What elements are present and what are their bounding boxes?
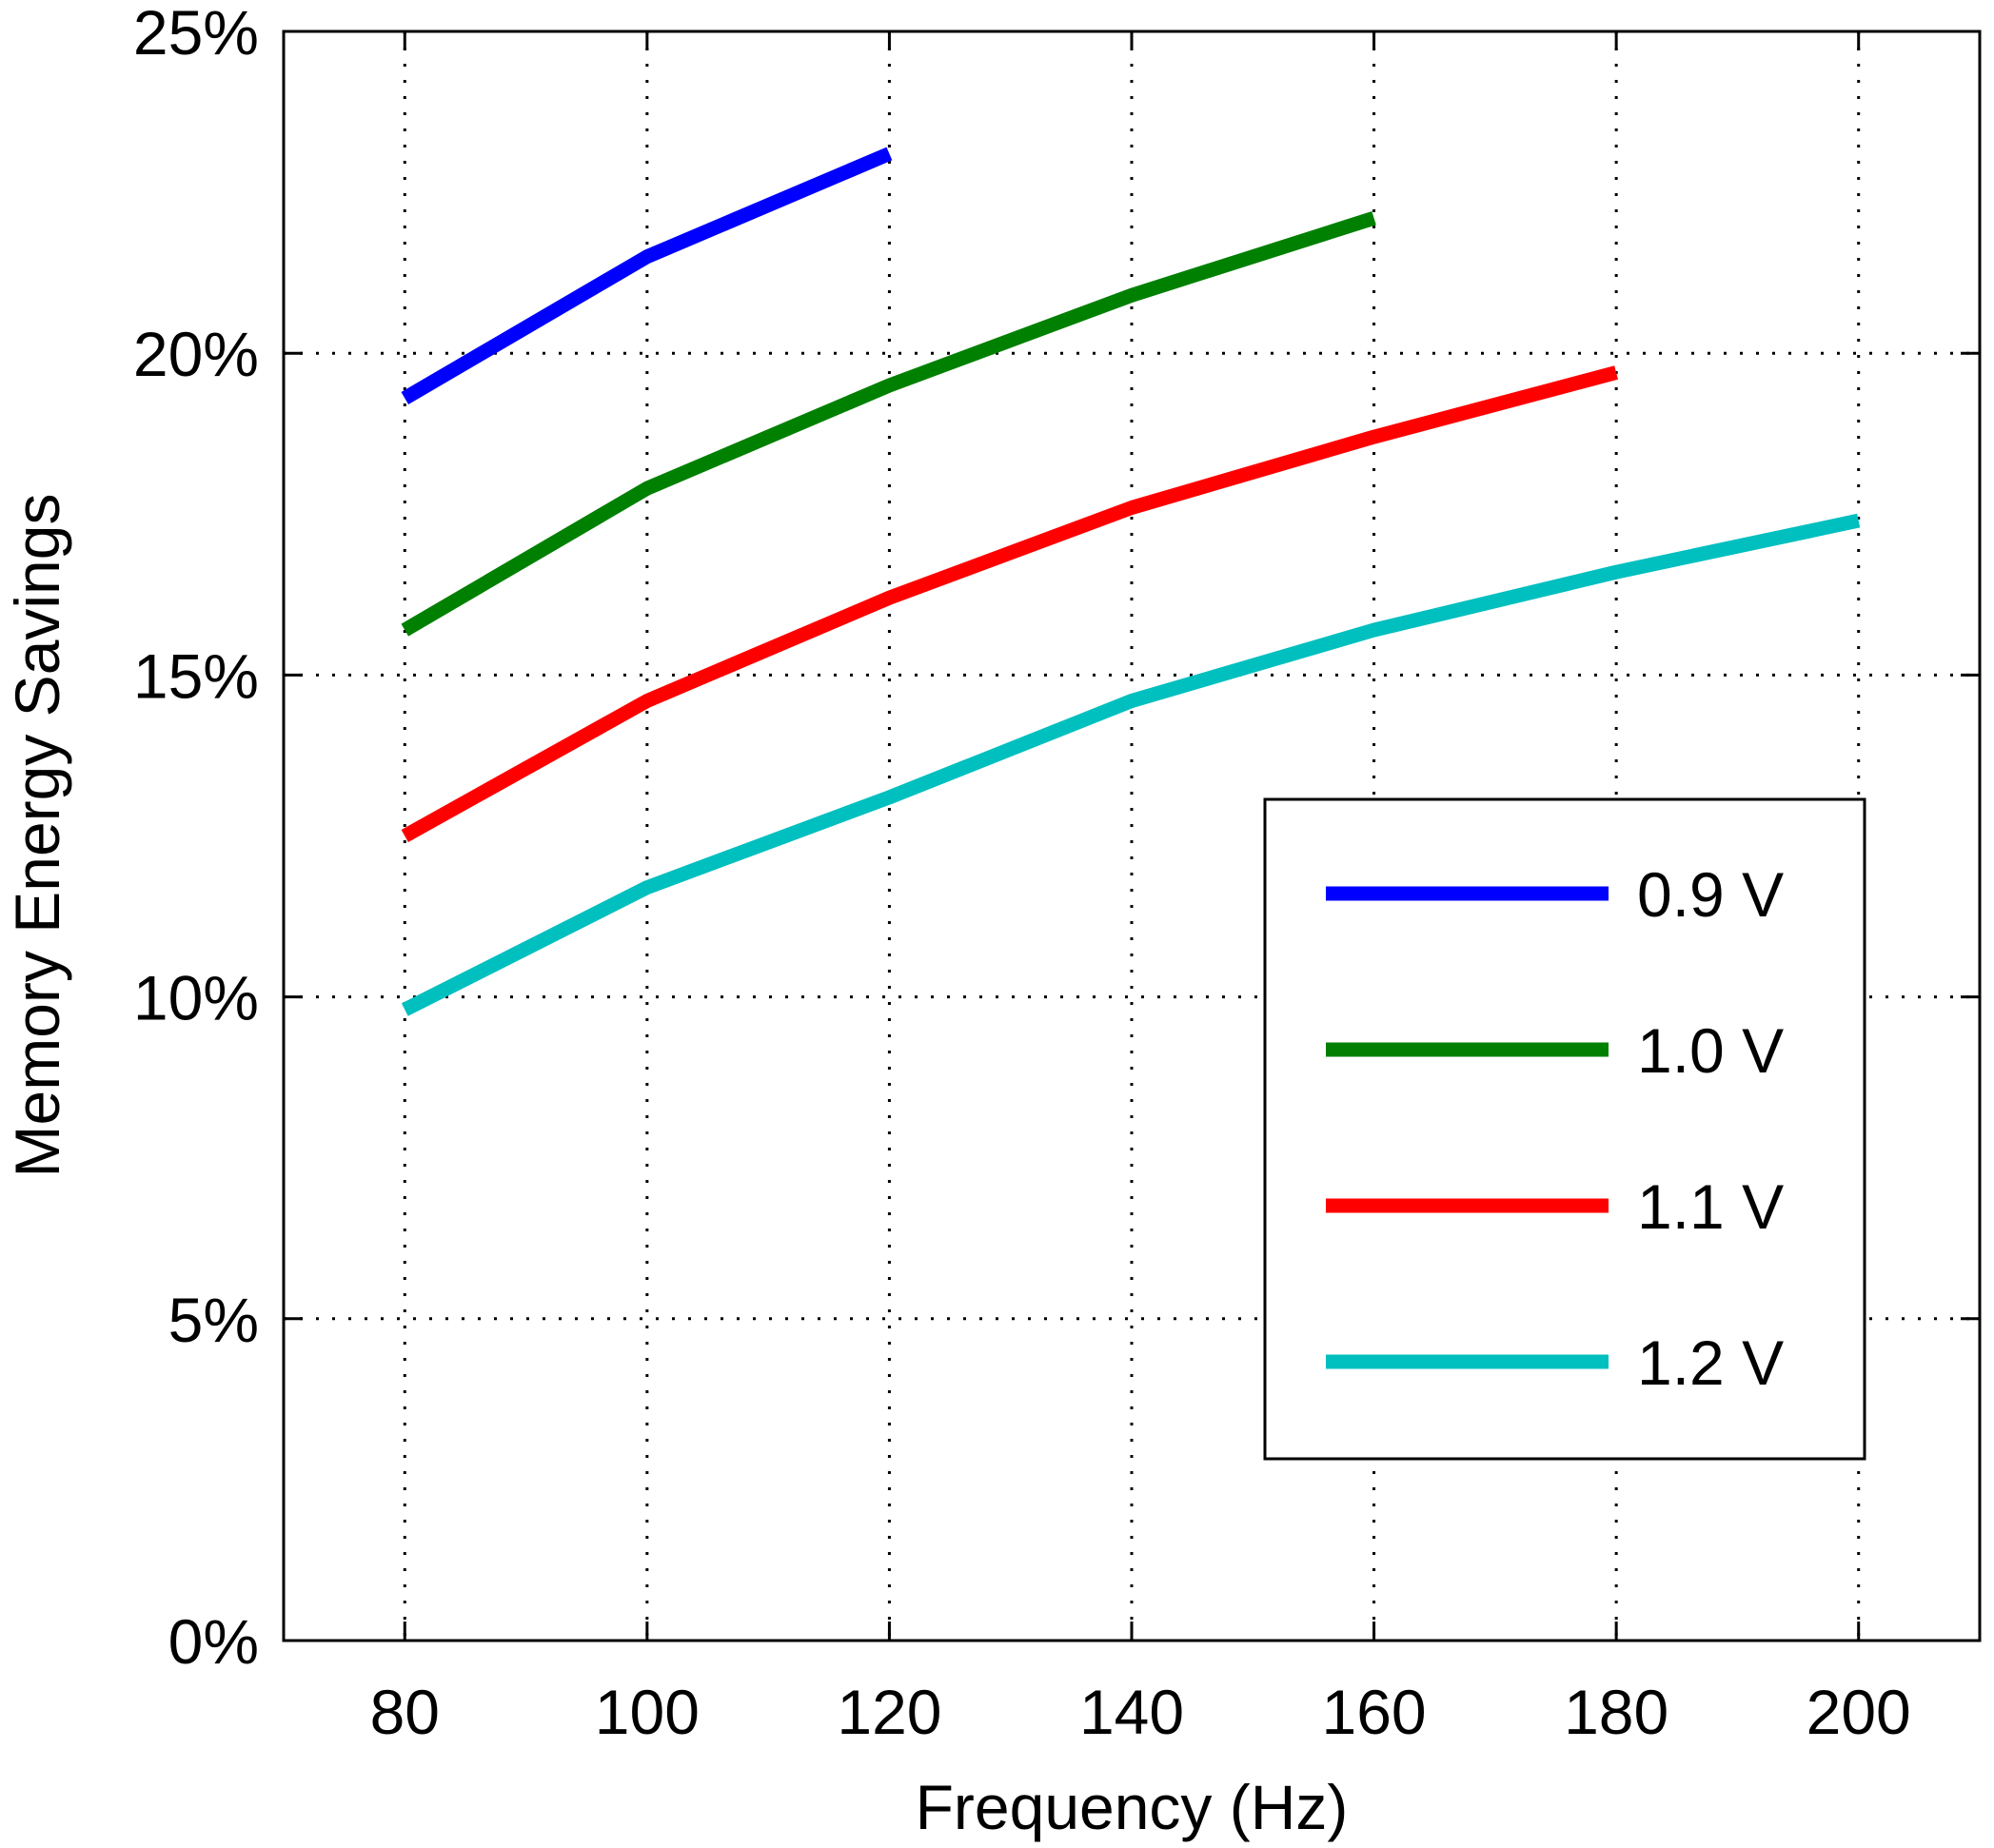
legend: 0.9 V 1.0 V 1.1 V 1.2 V [1263, 797, 1866, 1461]
series-line-1-1-v [401, 365, 1619, 843]
y-tick-label: 5% [168, 1285, 259, 1355]
y-axis-label: Memory Energy Savings [2, 494, 72, 1178]
series-line-1-2-v [401, 513, 1861, 1016]
series-lines [401, 147, 1861, 1016]
x-axis-label: Frequency (Hz) [916, 1772, 1349, 1842]
legend-label: 1.1 V [1637, 1171, 1784, 1242]
y-tick-label: 0% [168, 1606, 259, 1677]
x-tick-label: 140 [1079, 1677, 1184, 1747]
series-line-0-9-v [401, 147, 893, 404]
series-line-1-0-v [401, 211, 1376, 637]
legend-box [1263, 797, 1866, 1461]
x-tick-label: 100 [595, 1677, 700, 1747]
legend-label: 1.0 V [1637, 1015, 1784, 1086]
x-tick-label: 180 [1564, 1677, 1668, 1747]
x-axis-ticks: 80 100 120 140 160 180 200 [370, 31, 1911, 1747]
y-axis-ticks: 0% 5% 10% 15% 20% 25% [133, 0, 1980, 1677]
x-tick-label: 200 [1806, 1677, 1911, 1747]
x-tick-label: 120 [837, 1677, 941, 1747]
x-tick-label: 80 [370, 1677, 440, 1747]
legend-label: 1.2 V [1637, 1327, 1784, 1398]
y-tick-label: 15% [133, 640, 259, 711]
legend-label: 0.9 V [1637, 859, 1784, 930]
y-tick-label: 10% [133, 963, 259, 1033]
y-tick-label: 20% [133, 319, 259, 389]
x-tick-label: 160 [1322, 1677, 1427, 1747]
y-tick-label: 25% [133, 0, 259, 68]
